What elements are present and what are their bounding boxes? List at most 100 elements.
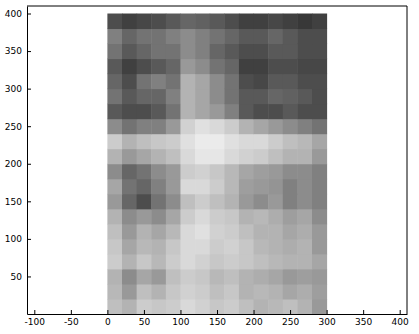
- heatmap-cell: [268, 299, 283, 314]
- heatmap-cell: [180, 119, 195, 135]
- heatmap-cell: [122, 89, 137, 105]
- heatmap-cell: [297, 74, 312, 90]
- tick: 100: [172, 310, 189, 327]
- tick-label: 100: [5, 234, 22, 244]
- heatmap-cell: [210, 269, 225, 285]
- heatmap-cell: [268, 14, 283, 30]
- heatmap-cell: [107, 104, 122, 120]
- tick: 400: [392, 310, 409, 327]
- heatmap-cell: [297, 224, 312, 240]
- plot: -100-50050100150200250300350400501001502…: [5, 6, 409, 327]
- tick: -50: [64, 310, 79, 327]
- heatmap-cell: [180, 254, 195, 270]
- tick-label: 200: [245, 317, 262, 327]
- heatmap-cell: [283, 209, 298, 225]
- heatmap-cell: [166, 179, 181, 195]
- heatmap-cell: [122, 74, 137, 90]
- heatmap-cell: [195, 239, 210, 255]
- heatmap-cell: [268, 149, 283, 165]
- tick: 50: [11, 272, 31, 282]
- tick: 150: [5, 197, 31, 207]
- heatmap-cell: [254, 209, 269, 225]
- heatmap-cell: [268, 284, 283, 300]
- heatmap-cell: [195, 254, 210, 270]
- tick-mark: [71, 310, 72, 314]
- heatmap-cell: [195, 14, 210, 30]
- heatmap-cell: [254, 224, 269, 240]
- heatmap-cell: [180, 269, 195, 285]
- heatmap-cell: [195, 224, 210, 240]
- tick-label: 200: [5, 159, 22, 169]
- heatmap-cell: [180, 179, 195, 195]
- heatmap-cell: [151, 224, 166, 240]
- heatmap-cell: [283, 164, 298, 180]
- heatmap-cell: [195, 119, 210, 135]
- heatmap-cell: [122, 239, 137, 255]
- heatmap-cell: [107, 44, 122, 60]
- chart: -100-50050100150200250300350400501001502…: [0, 0, 419, 334]
- tick-label: 300: [319, 317, 336, 327]
- heatmap-cell: [122, 119, 137, 135]
- heatmap-cell: [210, 209, 225, 225]
- heatmap-cell: [137, 179, 152, 195]
- heatmap-cell: [239, 239, 254, 255]
- heatmap-cell: [283, 134, 298, 150]
- heatmap-cell: [137, 224, 152, 240]
- heatmap-cell: [166, 194, 181, 210]
- heatmap-cell: [195, 29, 210, 45]
- heatmap-cell: [195, 284, 210, 300]
- heatmap-cell: [180, 239, 195, 255]
- heatmap-cell: [151, 59, 166, 75]
- heatmap-cell: [180, 29, 195, 45]
- tick-mark: [27, 276, 31, 277]
- heatmap-cell: [137, 74, 152, 90]
- tick-mark: [27, 126, 31, 127]
- heatmap-cell: [239, 269, 254, 285]
- heatmap-cell: [210, 59, 225, 75]
- heatmap-cell: [239, 59, 254, 75]
- heatmap-cell: [107, 29, 122, 45]
- heatmap-cell: [254, 254, 269, 270]
- heatmap-cell: [283, 149, 298, 165]
- heatmap-cell: [283, 179, 298, 195]
- heatmap-cell: [107, 209, 122, 225]
- heatmap-cell: [195, 299, 210, 314]
- heatmap-cell: [239, 224, 254, 240]
- heatmap-cell: [210, 149, 225, 165]
- heatmap-cell: [268, 134, 283, 150]
- tick-label: 0: [105, 317, 111, 327]
- heatmap-cell: [137, 254, 152, 270]
- heatmap-cell: [151, 104, 166, 120]
- tick-mark: [290, 310, 291, 314]
- heatmap-cell: [297, 119, 312, 135]
- heatmap-cell: [224, 239, 239, 255]
- heatmap-cell: [166, 74, 181, 90]
- heatmap-cell: [254, 89, 269, 105]
- heatmap-cell: [151, 299, 166, 314]
- tick-label: 250: [5, 122, 22, 132]
- heatmap-cell: [122, 254, 137, 270]
- heatmap-cell: [268, 104, 283, 120]
- heatmap-cell: [224, 29, 239, 45]
- cells: [107, 14, 327, 314]
- heatmap-cell: [297, 254, 312, 270]
- tick-label: 350: [355, 317, 372, 327]
- heatmap-cell: [297, 149, 312, 165]
- tick: 350: [355, 310, 372, 327]
- heatmap-cell: [268, 59, 283, 75]
- heatmap-cell: [137, 59, 152, 75]
- heatmap-cell: [210, 134, 225, 150]
- heatmap-cell: [239, 134, 254, 150]
- heatmap-cell: [268, 194, 283, 210]
- heatmap-cell: [312, 134, 327, 150]
- heatmap-cell: [137, 104, 152, 120]
- tick-mark: [363, 310, 364, 314]
- heatmap-cell: [166, 149, 181, 165]
- heatmap-cell: [297, 14, 312, 30]
- tick-label: 50: [11, 272, 23, 282]
- heatmap-cell: [283, 269, 298, 285]
- tick-mark: [327, 310, 328, 314]
- heatmap-cell: [297, 164, 312, 180]
- heatmap-cell: [224, 299, 239, 314]
- heatmap-cell: [297, 134, 312, 150]
